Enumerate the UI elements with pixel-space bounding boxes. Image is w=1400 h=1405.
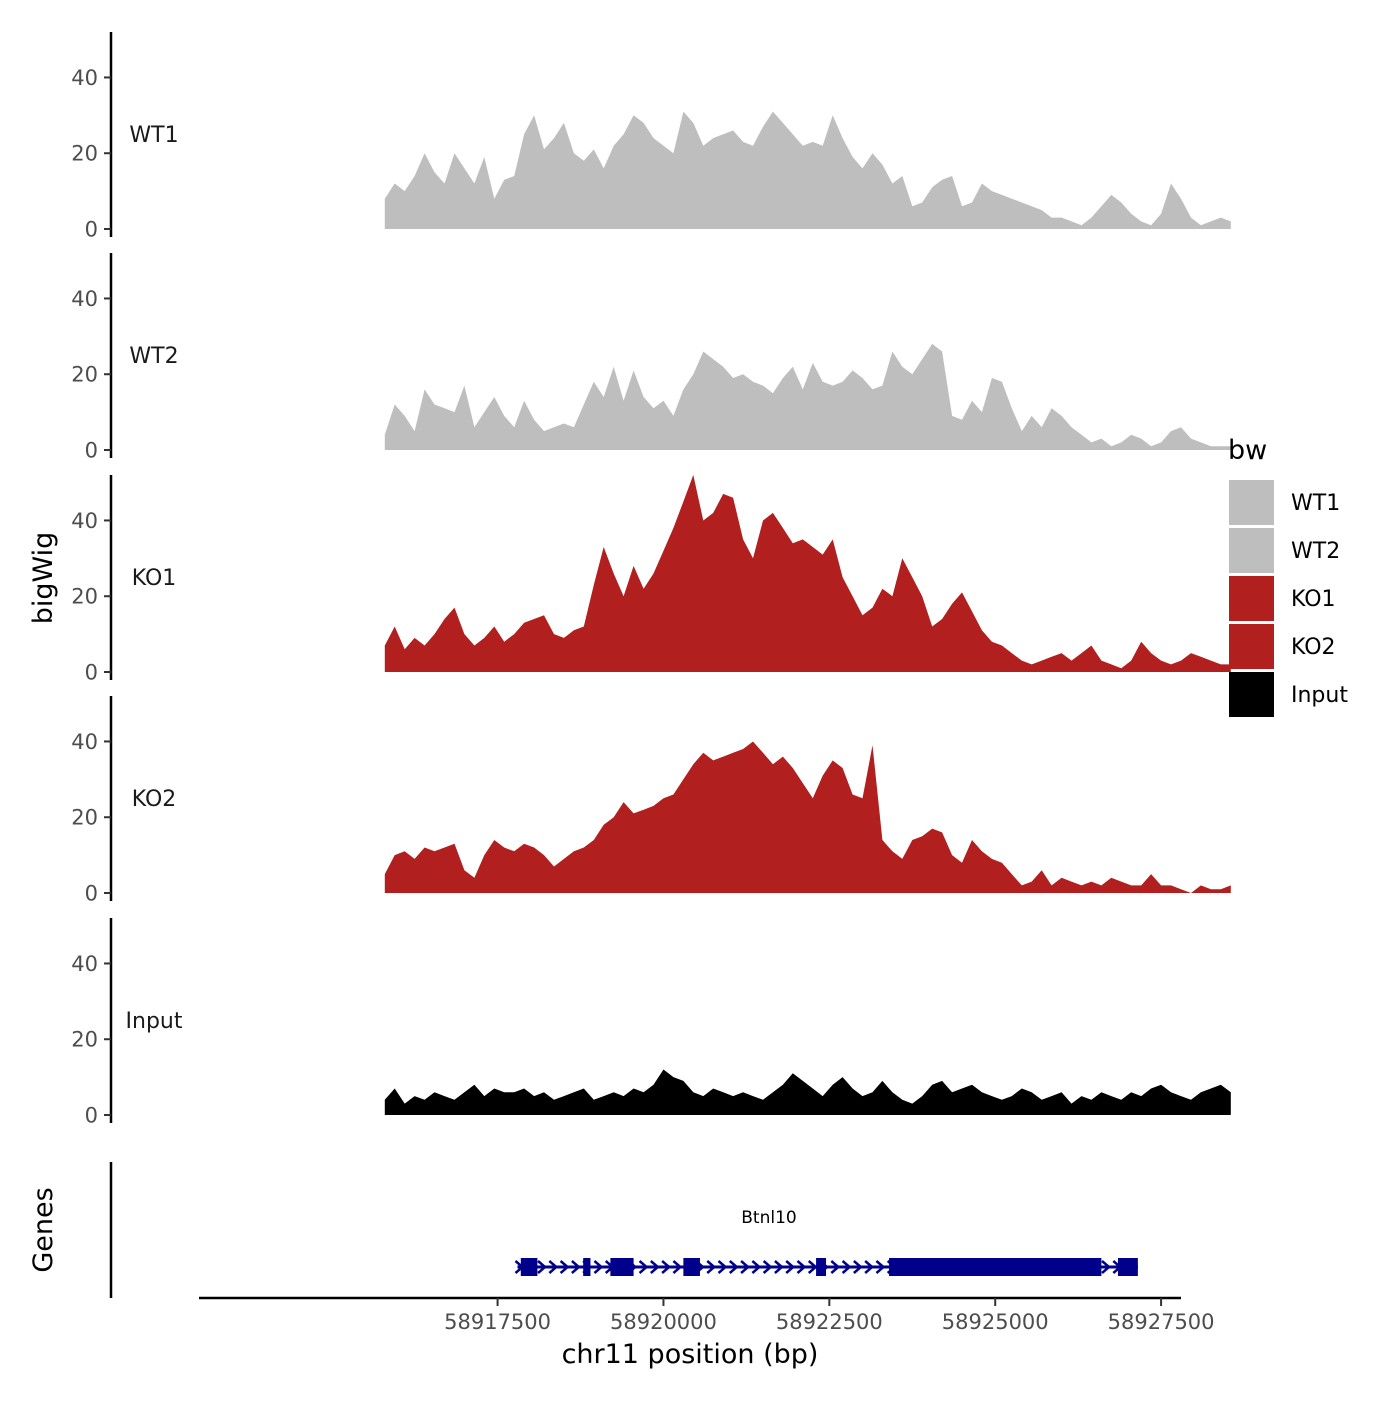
- track-label-ko2: KO2: [132, 787, 177, 812]
- gene-label: Btnl10: [741, 1208, 796, 1228]
- strand-arrow: [661, 1260, 672, 1274]
- track-ko2: 0 20 40 KO2: [71, 696, 1231, 906]
- track-wt1: 0 20 40 WT1: [71, 32, 1231, 242]
- strand-arrow: [548, 1260, 559, 1274]
- y-tick-label-input-20: 20: [71, 1028, 98, 1052]
- exon-6: [889, 1258, 1102, 1276]
- track-label-input: Input: [126, 1009, 183, 1034]
- x-tick-label-58922500: 58922500: [776, 1310, 883, 1334]
- strand-arrow: [751, 1260, 762, 1274]
- strand-arrow: [559, 1260, 570, 1274]
- strand-arrow: [1101, 1260, 1111, 1274]
- strand-arrow: [717, 1260, 728, 1274]
- x-tick-label-58925000: 58925000: [942, 1310, 1049, 1334]
- strand-arrow: [762, 1260, 773, 1274]
- y-axis-title: bigWig: [28, 532, 59, 625]
- y-tick-label-wt1-0: 0: [85, 218, 98, 242]
- gene-model: [514, 1258, 1138, 1276]
- strand-arrow: [830, 1260, 841, 1274]
- strand-arrow: [537, 1260, 547, 1274]
- strand-arrow: [785, 1260, 796, 1274]
- exon-1: [520, 1258, 538, 1276]
- legend-label-ko2: KO2: [1291, 635, 1336, 660]
- y-tick-label-ko2-40: 40: [71, 730, 98, 754]
- y-tick-label-ko2-20: 20: [71, 806, 98, 830]
- strand-arrow: [728, 1260, 739, 1274]
- exon-7: [1117, 1258, 1138, 1276]
- x-ticks: 58917500 58920000 58922500 58925000 58927500: [444, 1298, 1215, 1334]
- strand-arrow: [672, 1260, 683, 1274]
- track-wt2: 0 20 40 WT2: [71, 253, 1231, 463]
- track-label-ko1: KO1: [132, 566, 177, 591]
- legend-swatch-wt1: [1229, 480, 1274, 525]
- genes-axis-title: Genes: [28, 1187, 59, 1272]
- area-ko2: [384, 741, 1231, 893]
- strand-arrow: [841, 1260, 852, 1274]
- track-label-wt1: WT1: [129, 123, 178, 148]
- strand-arrow: [740, 1260, 750, 1274]
- y-tick-label-ko2-0: 0: [85, 882, 98, 906]
- y-tick-label-wt2-20: 20: [71, 363, 98, 387]
- y-tick-label-wt1-20: 20: [71, 142, 98, 166]
- track-label-wt2: WT2: [129, 344, 178, 369]
- exon-5: [816, 1258, 827, 1276]
- x-axis-title: chr11 position (bp): [562, 1339, 819, 1370]
- gene-panel: Genes Btnl10: [28, 1162, 1138, 1298]
- track-panels: 0 20 40 WT1 0 20 40 WT2 0 20 40 KO1 0 20 40 KO2 0 20 40 Inp…: [71, 32, 1231, 1128]
- x-axis: 58917500 58920000 58922500 58925000 58927500…: [199, 1296, 1215, 1370]
- legend-swatch-ko2: [1229, 624, 1274, 669]
- area-input: [384, 1069, 1231, 1115]
- strand-arrow: [853, 1260, 863, 1274]
- y-tick-label-wt2-0: 0: [85, 439, 98, 463]
- legend-label-wt1: WT1: [1291, 491, 1340, 516]
- track-ko1: 0 20 40 KO1: [71, 475, 1231, 685]
- area-wt2: [384, 343, 1231, 450]
- legend: bw WT1 WT2 KO1 KO2 Input: [1228, 435, 1348, 717]
- y-tick-label-input-40: 40: [71, 952, 98, 976]
- exon-2: [583, 1258, 591, 1276]
- strand-arrow: [593, 1260, 604, 1274]
- strand-arrow: [807, 1260, 818, 1274]
- x-tick-label-58920000: 58920000: [610, 1310, 717, 1334]
- x-tick-label-58917500: 58917500: [444, 1310, 551, 1334]
- strand-arrow: [796, 1260, 807, 1274]
- area-ko1: [384, 475, 1231, 672]
- strand-arrow: [864, 1260, 875, 1274]
- strand-arrow: [875, 1260, 886, 1274]
- y-tick-label-wt2-40: 40: [71, 287, 98, 311]
- strand-arrow: [774, 1260, 784, 1274]
- x-tick-label-58927500: 58927500: [1108, 1310, 1215, 1334]
- legend-title: bw: [1228, 435, 1267, 466]
- legend-swatch-input: [1229, 672, 1274, 717]
- track-input: 0 20 40 Input: [71, 918, 1231, 1128]
- legend-swatch-wt2: [1229, 528, 1274, 573]
- legend-items: WT1 WT2 KO1 KO2 Input: [1229, 480, 1348, 717]
- legend-label-input: Input: [1291, 683, 1348, 708]
- y-tick-label-ko1-20: 20: [71, 585, 98, 609]
- y-tick-label-input-0: 0: [85, 1104, 98, 1128]
- exon-4: [683, 1258, 700, 1276]
- strand-arrow: [638, 1260, 649, 1274]
- strand-arrow: [650, 1260, 660, 1274]
- y-tick-label-wt1-40: 40: [71, 66, 98, 90]
- legend-label-wt2: WT2: [1291, 539, 1340, 564]
- strand-arrow: [571, 1260, 581, 1274]
- exon-3: [610, 1258, 634, 1276]
- area-wt1: [384, 111, 1231, 229]
- strand-arrow: [706, 1260, 717, 1274]
- legend-label-ko1: KO1: [1291, 587, 1336, 612]
- legend-swatch-ko1: [1229, 576, 1274, 621]
- y-tick-label-ko1-40: 40: [71, 509, 98, 533]
- y-tick-label-ko1-0: 0: [85, 661, 98, 685]
